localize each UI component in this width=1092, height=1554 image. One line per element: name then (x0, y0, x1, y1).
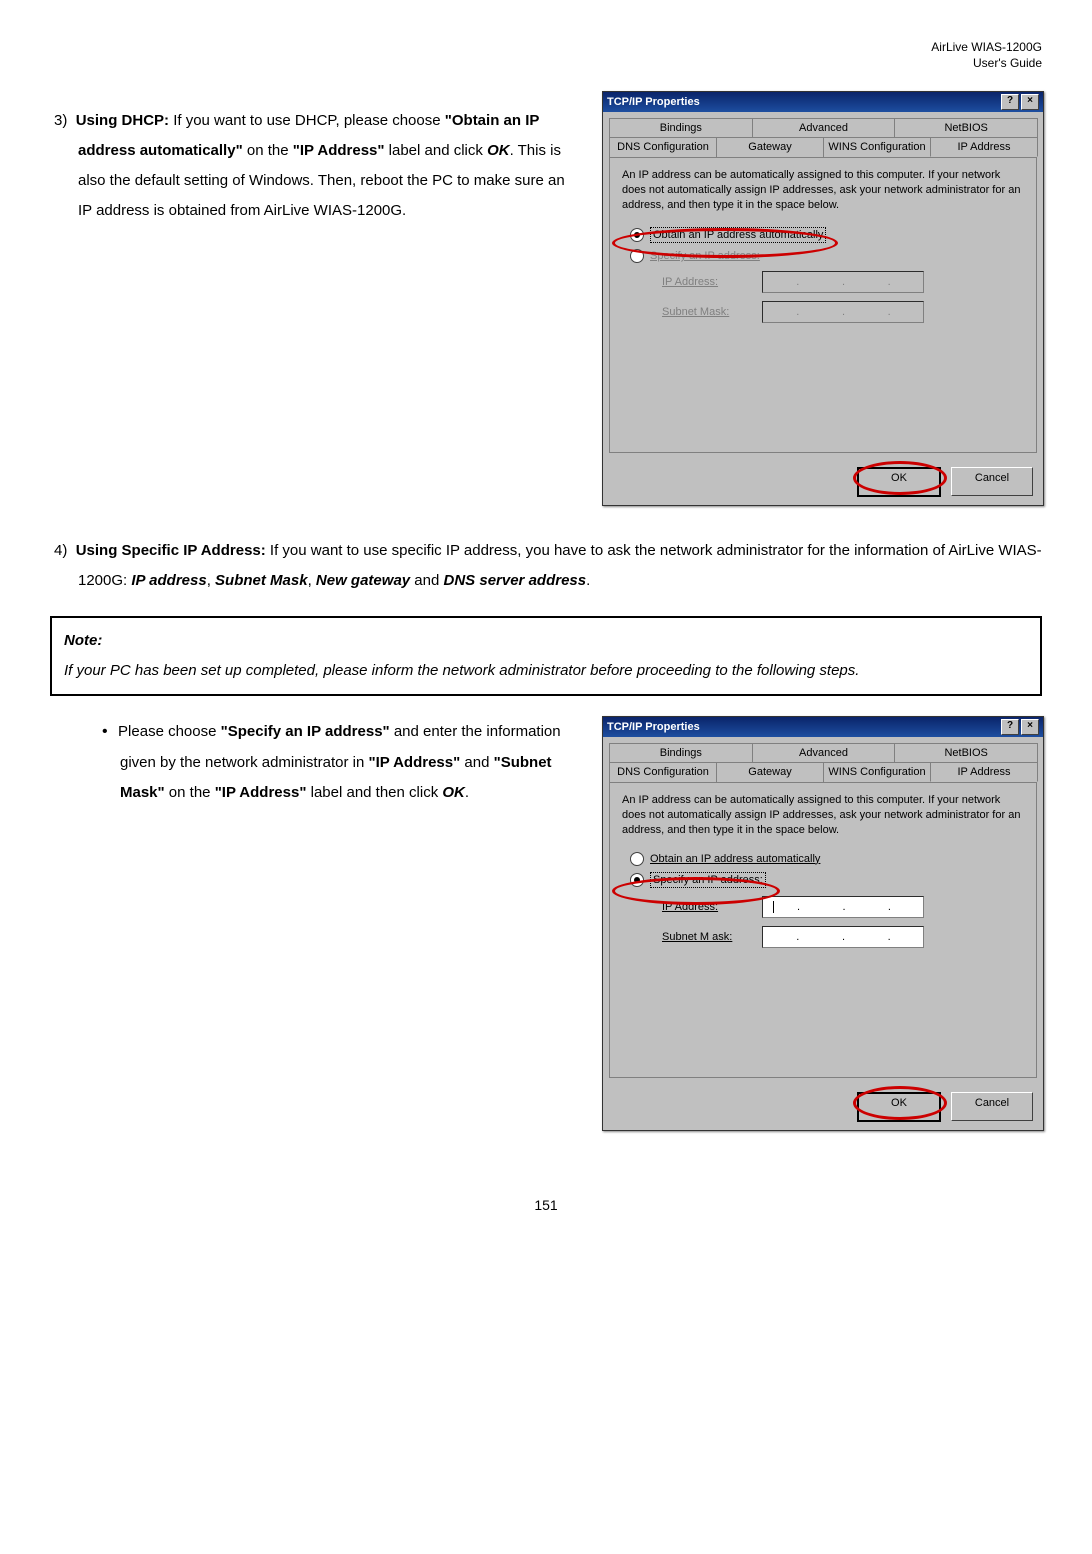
step4-lead: Using Specific IP Address: (76, 542, 266, 559)
mask-input[interactable]: ... (762, 926, 924, 948)
mask-input: ... (762, 301, 924, 323)
ip-field-label: IP Address: (662, 900, 752, 914)
radio-spec[interactable] (630, 249, 644, 263)
dialog-title: TCP/IP Properties (607, 720, 700, 734)
ip-input[interactable]: ... (762, 896, 924, 918)
tab-gateway[interactable]: Gateway (716, 137, 824, 157)
mask-field-label: Subnet Mask: (662, 305, 752, 319)
ok-button[interactable]: OK (857, 1092, 941, 1122)
mask-field-label: Subnet M ask: (662, 930, 752, 944)
dialog-desc: An IP address can be automatically assig… (622, 793, 1024, 838)
tab-wins[interactable]: WINS Configuration (823, 762, 931, 782)
radio-spec[interactable] (630, 873, 644, 887)
tab-advanced[interactable]: Advanced (752, 743, 896, 763)
tab-dns[interactable]: DNS Configuration (609, 137, 717, 157)
bullet-text: Please choose "Specify an IP address" an… (50, 716, 582, 1131)
tab-bindings[interactable]: Bindings (609, 118, 753, 138)
dialog-title: TCP/IP Properties (607, 95, 700, 109)
header-line1: AirLive WIAS-1200G (50, 40, 1042, 56)
ok-button[interactable]: OK (857, 467, 941, 497)
tcpip-dialog-2: TCP/IP Properties ? × Bindings Advanced … (602, 716, 1044, 1131)
step3-num: 3) (54, 112, 67, 129)
tab-wins[interactable]: WINS Configuration (823, 137, 931, 157)
help-icon[interactable]: ? (1001, 94, 1019, 110)
ip-field-label: IP Address: (662, 275, 752, 289)
titlebar: TCP/IP Properties ? × (603, 717, 1043, 737)
step3-lead: Using DHCP: (76, 112, 169, 129)
tab-dns[interactable]: DNS Configuration (609, 762, 717, 782)
header-line2: User's Guide (50, 56, 1042, 72)
tab-ipaddress[interactable]: IP Address (930, 137, 1038, 157)
step4-num: 4) (54, 542, 67, 559)
step4-text: 4) Using Specific IP Address: If you wan… (50, 536, 1042, 596)
dialog-desc: An IP address can be automatically assig… (622, 168, 1024, 213)
step3-text: 3) Using DHCP: If you want to use DHCP, … (50, 106, 582, 226)
tcpip-dialog-1: TCP/IP Properties ? × Bindings Advanced … (602, 91, 1044, 506)
close-icon[interactable]: × (1021, 94, 1039, 110)
tab-netbios[interactable]: NetBIOS (894, 118, 1038, 138)
note-title: Note: (64, 632, 102, 649)
radio-spec-label: Specify an IP address: (650, 872, 766, 888)
radio-auto-label: Obtain an IP address automatically (650, 227, 826, 243)
tab-gateway[interactable]: Gateway (716, 762, 824, 782)
help-icon[interactable]: ? (1001, 719, 1019, 735)
tab-advanced[interactable]: Advanced (752, 118, 896, 138)
titlebar: TCP/IP Properties ? × (603, 92, 1043, 112)
tab-ipaddress[interactable]: IP Address (930, 762, 1038, 782)
close-icon[interactable]: × (1021, 719, 1039, 735)
radio-spec-label: Specify an IP address: (650, 249, 760, 263)
page-number: 151 (50, 1191, 1042, 1219)
radio-auto[interactable] (630, 852, 644, 866)
note-body: If your PC has been set up completed, pl… (64, 662, 859, 679)
tab-netbios[interactable]: NetBIOS (894, 743, 1038, 763)
note-box: Note: If your PC has been set up complet… (50, 616, 1042, 696)
page-header: AirLive WIAS-1200G User's Guide (50, 40, 1042, 71)
radio-auto-label: Obtain an IP address automatically (650, 852, 820, 866)
cancel-button[interactable]: Cancel (951, 1092, 1033, 1121)
cancel-button[interactable]: Cancel (951, 467, 1033, 496)
ip-input: ... (762, 271, 924, 293)
radio-auto[interactable] (630, 228, 644, 242)
tab-bindings[interactable]: Bindings (609, 743, 753, 763)
